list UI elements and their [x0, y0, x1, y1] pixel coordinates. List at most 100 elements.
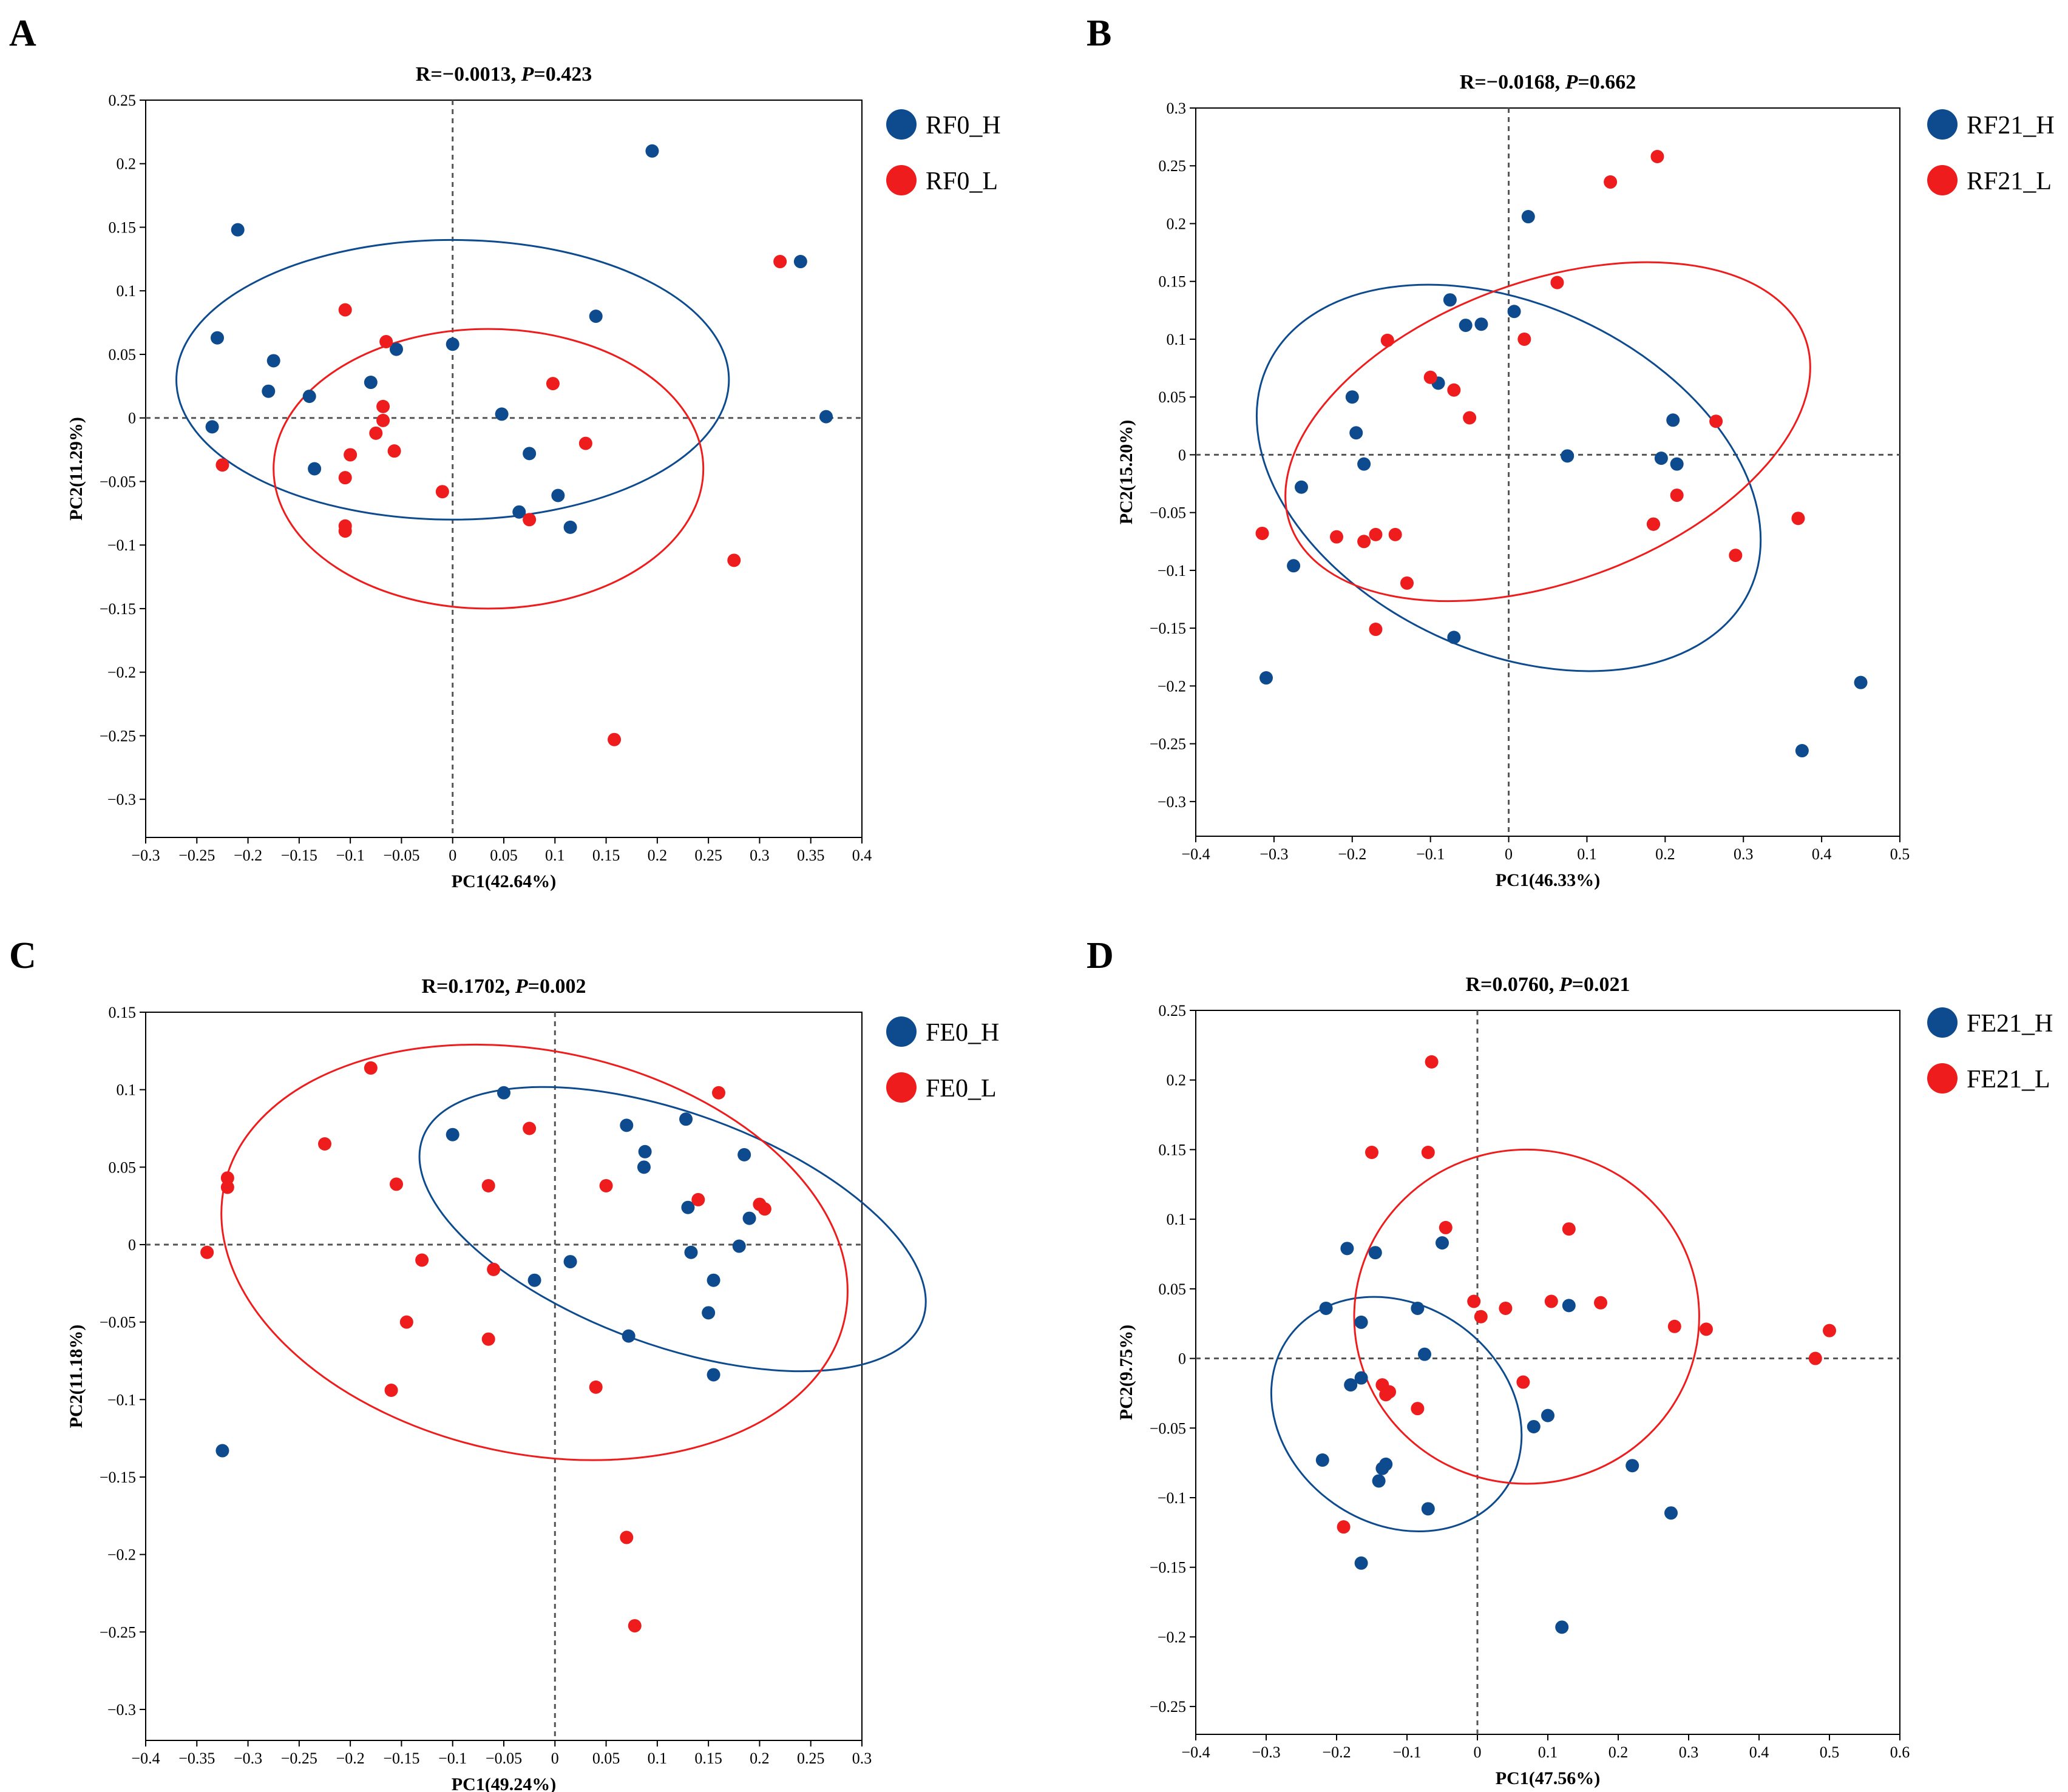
chart-title: R=−0.0168, P=0.662 [1460, 71, 1636, 93]
x-tick-label: 0.1 [1577, 845, 1597, 863]
data-point [707, 1273, 720, 1287]
data-point [1527, 1419, 1541, 1433]
data-point [1467, 1294, 1481, 1308]
x-tick-label: 0 [449, 847, 456, 864]
x-tick-label: −0.2 [1322, 1743, 1351, 1761]
x-tick-label: −0.05 [486, 1750, 522, 1767]
y-tick-label: −0.3 [107, 791, 136, 808]
confidence-ellipse-rf0-h [175, 238, 730, 521]
data-point [399, 1315, 413, 1329]
y-tick-label: −0.15 [100, 1469, 136, 1486]
panel-letter: B [1087, 13, 1111, 54]
x-tick-label: 0.1 [648, 1750, 668, 1767]
series-rf21-h [1259, 210, 1868, 758]
data-point [390, 342, 403, 356]
data-point [589, 309, 603, 323]
x-tick-label: 0.3 [852, 1750, 872, 1767]
data-point [1541, 1408, 1554, 1422]
series-fe21-l [1337, 1055, 1836, 1534]
data-point [578, 436, 592, 450]
y-tick-label: −0.2 [107, 664, 136, 681]
data-point [1295, 480, 1308, 494]
y-tick-label: −0.1 [1158, 562, 1186, 580]
y-tick-label: −0.3 [1158, 793, 1186, 811]
data-point [1447, 383, 1461, 397]
data-point [1667, 1319, 1681, 1333]
x-tick-label: −0.3 [234, 1750, 262, 1767]
y-tick-label: 0.3 [1167, 100, 1187, 117]
y-tick-label: 0 [128, 410, 136, 427]
data-point [1287, 559, 1301, 573]
data-point [712, 1086, 725, 1100]
y-tick-label: −0.25 [1150, 1698, 1186, 1716]
data-point [1345, 390, 1359, 404]
data-point [702, 1306, 716, 1320]
x-axis-label: PC1(47.56%) [1496, 1768, 1600, 1788]
title-p-value: =0.002 [528, 975, 586, 998]
y-tick-label: 0.1 [1167, 331, 1187, 348]
data-point [793, 255, 807, 269]
y-tick-label: 0.25 [109, 92, 137, 109]
data-point [638, 1145, 652, 1158]
data-point [231, 223, 245, 237]
data-point [215, 458, 229, 472]
legend-marker [886, 1072, 917, 1103]
data-point [1447, 631, 1461, 644]
x-tick-label: 0.1 [1538, 1743, 1558, 1761]
x-tick-label: −0.2 [1338, 845, 1366, 863]
data-point [707, 1368, 720, 1382]
legend-marker [886, 1016, 917, 1047]
y-tick-label: 0.15 [1159, 273, 1187, 291]
title-p-value: =0.423 [534, 63, 592, 86]
y-tick-label: −0.05 [100, 473, 136, 490]
panel-c: C R=0.1702, P=0.002 −0.4 −0.35 −0.3 −0.25 −0.2… [9, 935, 999, 1792]
data-point [1463, 411, 1477, 425]
data-point [384, 1383, 398, 1397]
y-tick-label: −0.15 [1150, 1559, 1186, 1577]
data-point [1372, 1474, 1386, 1488]
data-point [563, 520, 577, 534]
x-tick-label: 0 [551, 1750, 559, 1767]
y-tick-label: −0.25 [100, 727, 136, 745]
data-point [1474, 317, 1488, 331]
data-point [338, 524, 352, 538]
legend-marker [886, 109, 917, 140]
x-tick-label: −0.2 [336, 1750, 365, 1767]
y-tick-label: 0 [1178, 1350, 1186, 1368]
x-tick-label: 0.4 [1812, 845, 1832, 863]
data-point [1255, 526, 1269, 540]
x-tick-label: 0.25 [694, 847, 722, 864]
data-point [1418, 1347, 1431, 1361]
y-axis-label: PC2(11.29%) [66, 417, 86, 521]
data-point [599, 1178, 613, 1192]
panel-d: D R=0.0760, P=0.021 −0.4 −0.3 −0.2 −0.1 0 0.1 0.… [1087, 935, 2053, 1788]
confidence-ellipse-rf0-l [273, 328, 705, 610]
series-rf0-l [215, 255, 787, 746]
y-tick-label: 0.1 [1167, 1211, 1187, 1228]
legend-marker [886, 165, 917, 195]
chart-title: R=0.0760, P=0.021 [1465, 973, 1630, 996]
data-point [1507, 305, 1521, 319]
data-point [1544, 1294, 1558, 1308]
y-axis-label: PC2(11.18%) [66, 1325, 86, 1429]
y-tick-label: 0.15 [109, 1004, 137, 1021]
data-point [1650, 150, 1664, 163]
data-point [1439, 1220, 1453, 1234]
data-point [1369, 623, 1383, 637]
data-point [390, 1177, 403, 1191]
data-point [497, 1086, 510, 1100]
x-tick-label: −0.25 [178, 847, 215, 864]
data-point [732, 1239, 746, 1253]
data-point [205, 420, 219, 434]
legend-marker [1927, 1007, 1958, 1038]
series-fe0-h [215, 1086, 756, 1458]
plot-frame [1195, 1010, 1900, 1735]
x-tick-label: 0.4 [1749, 1743, 1769, 1761]
x-tick-label: −0.15 [383, 1750, 419, 1767]
title-p-value: =0.021 [1572, 973, 1630, 996]
data-point [758, 1202, 771, 1216]
data-point [338, 471, 352, 485]
data-point [220, 1171, 234, 1185]
legend-label: FE0_H [926, 1019, 999, 1047]
